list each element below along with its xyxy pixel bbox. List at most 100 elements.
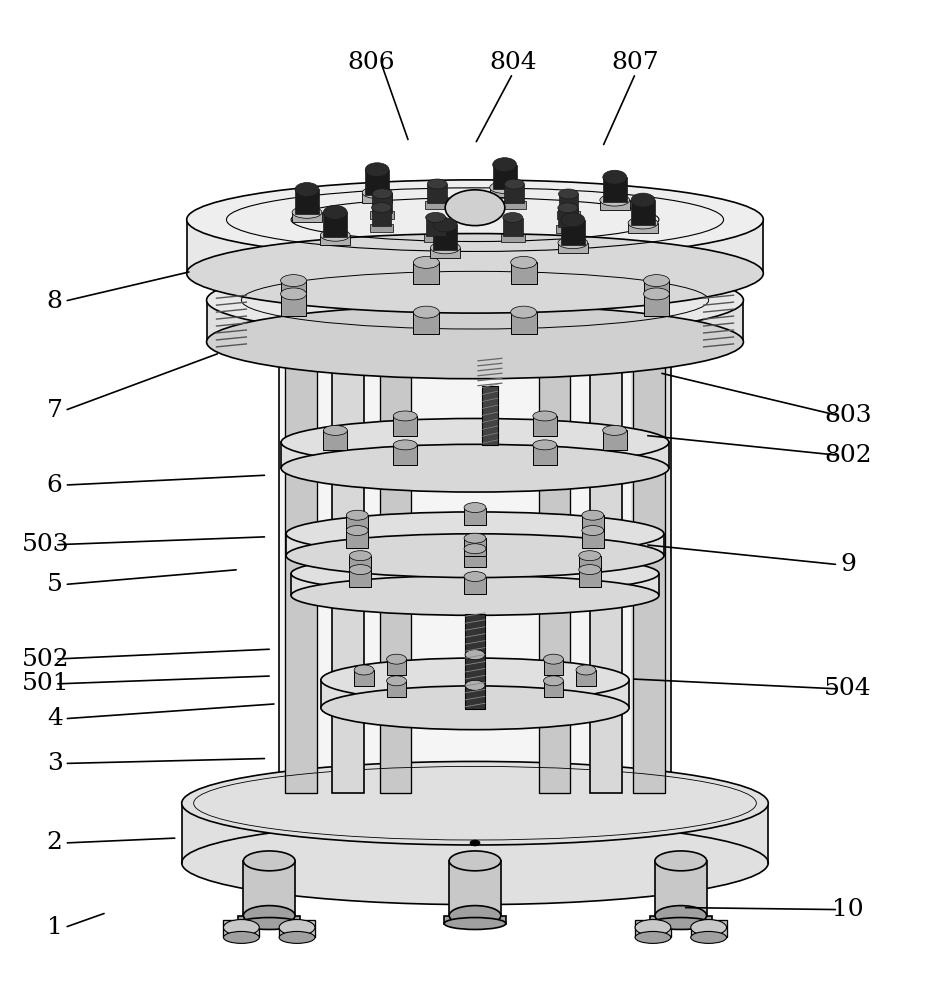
Ellipse shape [323, 205, 347, 219]
Ellipse shape [279, 768, 671, 828]
Bar [387, 681, 407, 697]
Ellipse shape [280, 275, 307, 287]
Bar [371, 208, 391, 226]
Ellipse shape [413, 306, 439, 318]
Bar [393, 445, 417, 465]
Bar [602, 430, 626, 450]
Text: 802: 802 [825, 444, 872, 467]
Ellipse shape [426, 212, 446, 222]
Ellipse shape [286, 534, 664, 578]
Text: 6: 6 [47, 474, 63, 497]
Bar [449, 861, 501, 916]
Ellipse shape [691, 931, 727, 943]
Bar [206, 300, 744, 342]
Ellipse shape [347, 526, 369, 535]
Bar [292, 212, 322, 222]
Bar [466, 614, 484, 709]
Ellipse shape [511, 256, 537, 268]
Ellipse shape [387, 676, 407, 686]
Bar [543, 659, 563, 675]
Bar [557, 211, 580, 219]
Text: 4: 4 [47, 707, 63, 730]
Ellipse shape [347, 510, 369, 520]
Ellipse shape [628, 217, 658, 229]
Bar [428, 184, 447, 203]
Bar [354, 670, 374, 686]
Bar [691, 920, 727, 937]
Ellipse shape [655, 851, 707, 871]
Ellipse shape [691, 920, 727, 935]
Ellipse shape [362, 187, 392, 199]
Bar [633, 326, 665, 793]
Ellipse shape [559, 189, 579, 199]
Ellipse shape [206, 263, 744, 337]
Bar [533, 445, 557, 465]
Bar [243, 861, 295, 916]
Bar [295, 189, 319, 214]
Text: 804: 804 [489, 51, 537, 74]
Bar [599, 200, 630, 210]
Ellipse shape [602, 425, 626, 435]
Text: 5: 5 [47, 573, 63, 596]
Text: 3: 3 [47, 752, 63, 775]
Bar [350, 556, 371, 574]
Polygon shape [631, 321, 671, 798]
Bar [464, 549, 486, 567]
Bar [635, 920, 671, 937]
Bar [560, 220, 585, 245]
Ellipse shape [372, 189, 392, 199]
Bar [576, 670, 596, 686]
Bar [223, 920, 259, 937]
Ellipse shape [206, 305, 744, 379]
Ellipse shape [433, 218, 457, 232]
Text: 9: 9 [840, 553, 856, 576]
Bar [482, 386, 498, 445]
Ellipse shape [365, 163, 390, 177]
Ellipse shape [650, 918, 712, 929]
Ellipse shape [558, 237, 588, 249]
Ellipse shape [449, 906, 501, 925]
Text: 502: 502 [22, 648, 69, 671]
Ellipse shape [603, 170, 627, 184]
Bar [424, 234, 447, 242]
Ellipse shape [187, 234, 763, 313]
Ellipse shape [643, 288, 670, 300]
Bar [426, 201, 449, 209]
Ellipse shape [243, 851, 295, 871]
Ellipse shape [581, 526, 603, 535]
Ellipse shape [533, 411, 557, 421]
Bar [445, 916, 505, 924]
Text: 504: 504 [825, 677, 872, 700]
Bar [650, 916, 712, 924]
Bar [279, 920, 315, 937]
Bar [238, 916, 300, 924]
Ellipse shape [643, 275, 670, 287]
Ellipse shape [292, 206, 322, 218]
Ellipse shape [428, 179, 447, 189]
Bar [291, 574, 659, 595]
Bar [543, 681, 563, 697]
Ellipse shape [504, 179, 524, 189]
Ellipse shape [470, 840, 480, 846]
Ellipse shape [321, 686, 629, 730]
Ellipse shape [503, 213, 522, 223]
Ellipse shape [533, 440, 557, 450]
Text: 8: 8 [47, 290, 63, 313]
Bar [365, 170, 390, 195]
Bar [503, 201, 526, 209]
Ellipse shape [354, 665, 374, 675]
Ellipse shape [635, 920, 671, 935]
Bar [387, 659, 407, 675]
Text: 7: 7 [47, 399, 63, 422]
Text: 503: 503 [22, 533, 69, 556]
Ellipse shape [635, 931, 671, 943]
Bar [393, 416, 417, 436]
Ellipse shape [393, 411, 417, 421]
Bar [370, 211, 394, 219]
Ellipse shape [655, 906, 707, 925]
Ellipse shape [579, 565, 600, 575]
Bar [643, 281, 670, 302]
Bar [559, 194, 579, 213]
Bar [511, 312, 537, 334]
Ellipse shape [279, 931, 315, 943]
